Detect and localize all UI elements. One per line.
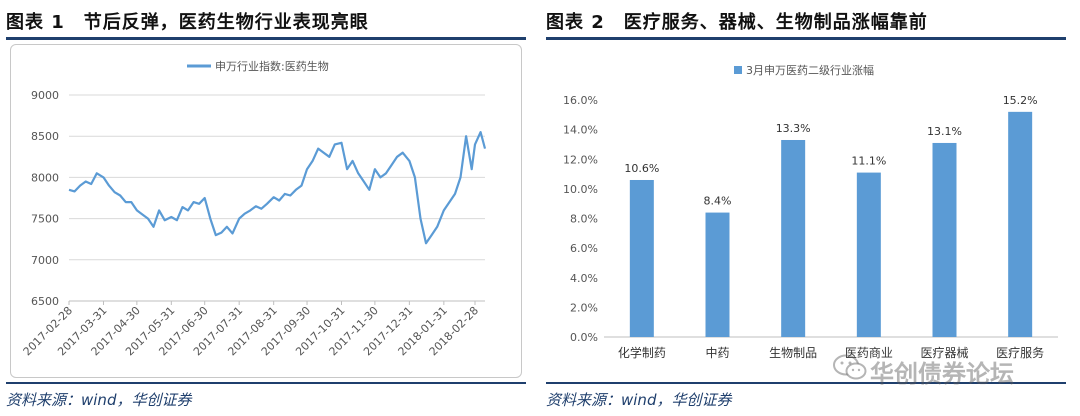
y-tick-label: 2.0% xyxy=(570,301,598,314)
data-label: 10.6% xyxy=(624,162,659,175)
figure-1-title: 图表 1 节后反弹，医药生物行业表现亮眼 xyxy=(6,12,369,33)
watermark-text: 华创债券论坛 xyxy=(870,360,1014,388)
y-tick-label: 10.0% xyxy=(563,183,598,196)
x-tick-label: 生物制品 xyxy=(769,346,817,360)
line-chart: 申万行业指数:医药生物6500700075008000850090002017-… xyxy=(21,59,487,358)
bar xyxy=(932,142,957,337)
y-tick-label: 8.0% xyxy=(570,213,598,226)
bar xyxy=(629,179,654,337)
data-label: 11.1% xyxy=(851,155,886,168)
wechat-icon xyxy=(833,354,867,386)
y-tick-label: 7500 xyxy=(31,213,59,226)
bar-chart-frame: 3月申万医药二级行业涨幅 0.0% 2.0% 4.0% 6.0% 8.0% 10.0% 12.… xyxy=(550,44,1062,378)
x-tick-label: 中药 xyxy=(705,345,729,360)
left-figure-panel: 图表 1 节后反弹，医药生物行业表现亮眼 申万行业指数:医药生物 6500 7000… xyxy=(6,0,526,416)
y-tick-label: 8000 xyxy=(31,171,59,184)
source-note: 资料来源：wind，华创证券 xyxy=(546,391,732,409)
source-rule xyxy=(6,382,526,384)
y-tick-label: 9000 xyxy=(31,89,59,102)
data-label: 8.4% xyxy=(704,195,732,208)
bar xyxy=(705,212,730,337)
bar xyxy=(781,139,806,337)
x-tick-label: 医疗器械 xyxy=(920,345,968,360)
line-chart-frame: 申万行业指数:医药生物 6500 7000 7500 8000 8500 9000 2017-… xyxy=(10,44,522,378)
data-label: 13.1% xyxy=(927,125,962,138)
right-figure-panel: 图表 2 医疗服务、器械、生物制品涨幅靠前 3月申万医药二级行业涨幅 0.0% 2.… xyxy=(546,0,1066,416)
legend-label: 申万行业指数:医药生物 xyxy=(215,59,329,73)
y-tick-label: 8500 xyxy=(31,130,59,143)
y-tick-label: 6.0% xyxy=(570,242,598,255)
y-tick-label: 12.0% xyxy=(563,153,598,166)
legend-swatch xyxy=(734,66,742,74)
x-tick-label: 医疗服务 xyxy=(996,345,1044,360)
series-line xyxy=(68,130,487,245)
y-tick-label: 4.0% xyxy=(570,272,598,285)
figure-2-title: 图表 2 医疗服务、器械、生物制品涨幅靠前 xyxy=(546,12,928,33)
data-label: 13.3% xyxy=(776,122,811,135)
source-note: 资料来源：wind，华创证券 xyxy=(6,391,192,409)
title-rule xyxy=(6,37,526,40)
y-tick-label: 7000 xyxy=(31,254,59,267)
bar xyxy=(1008,111,1033,337)
y-tick-label: 0.0% xyxy=(570,331,598,344)
bar-chart: 3月申万医药二级行业涨幅 0.0% 2.0% 4.0% 6.0% 8.0% 10.0% 12.… xyxy=(563,64,1058,360)
y-tick-label: 6500 xyxy=(31,295,59,308)
x-tick-label: 化学制药 xyxy=(618,345,666,360)
data-label: 15.2% xyxy=(1003,94,1038,107)
source-rule xyxy=(546,382,1066,384)
title-rule xyxy=(546,37,1066,40)
bar xyxy=(856,172,881,337)
legend-label: 3月申万医药二级行业涨幅 xyxy=(746,64,874,77)
y-tick-label: 14.0% xyxy=(563,124,598,137)
y-tick-label: 16.0% xyxy=(563,94,598,107)
x-tick-label: 医药商业 xyxy=(845,345,893,360)
